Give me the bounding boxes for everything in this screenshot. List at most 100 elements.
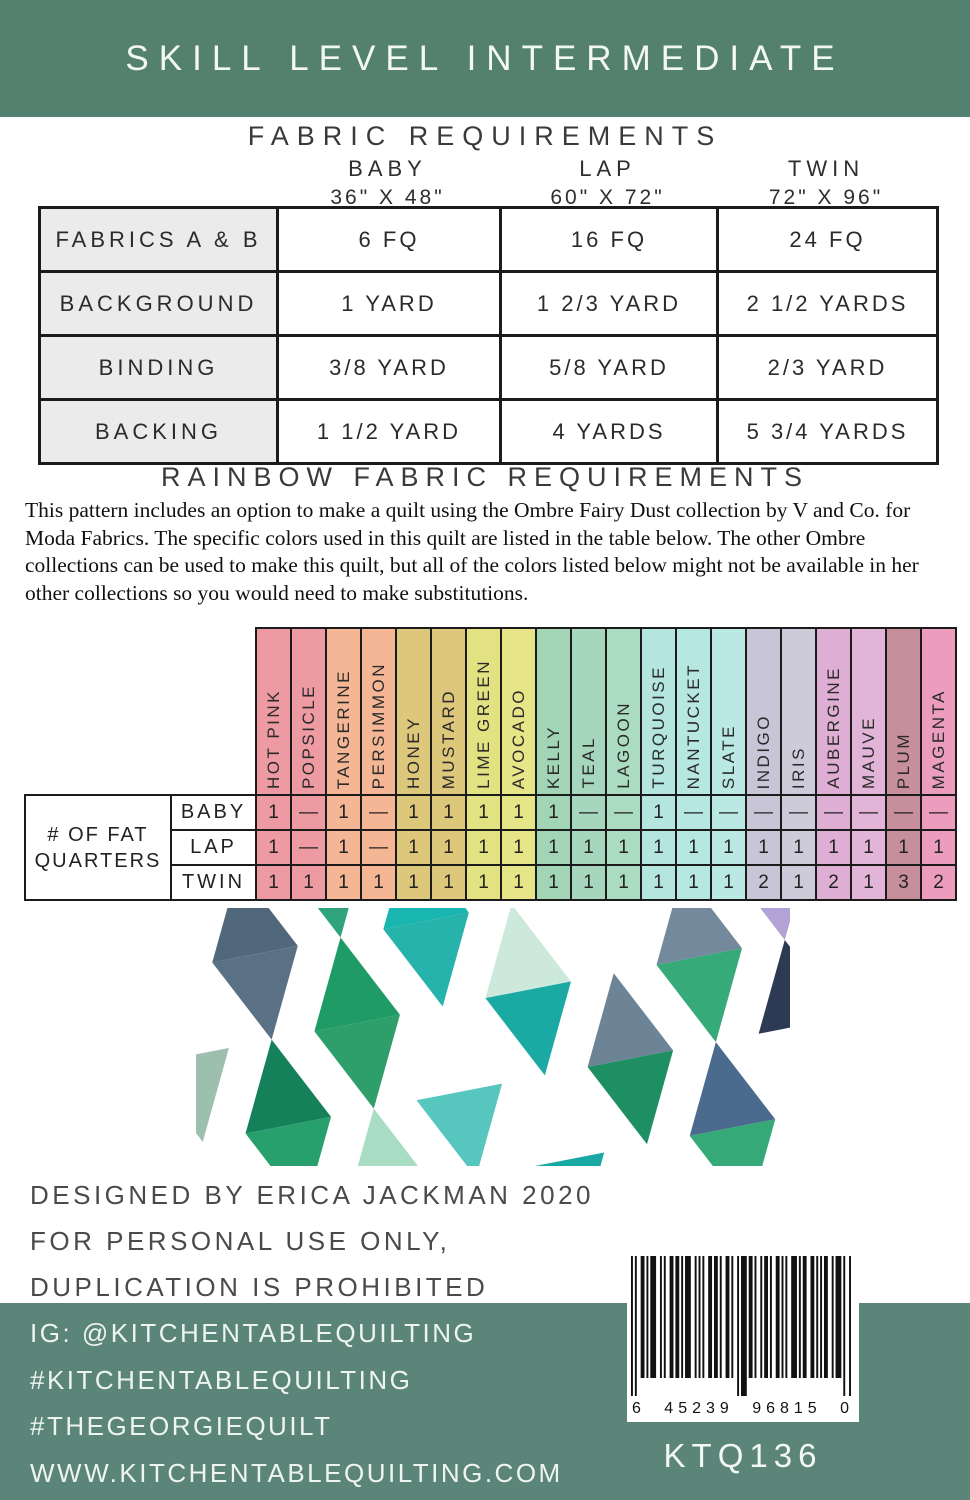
rainbow-value-cell: — [605,794,642,831]
barcode-bar [810,1256,815,1378]
barcode-bars [631,1256,851,1396]
rainbow-value-cell: 1 [325,794,362,831]
fabric-cell: 5 3/4 YARDS [716,398,939,465]
rainbow-value-cell: 1 [885,829,922,866]
rainbow-value-cell: 1 [815,829,852,866]
quilt-triangle [245,1039,332,1134]
rainbow-value-cell: 1 [570,829,607,866]
fabric-table-row: BACKGROUND 1 YARD 1 2/3 YARD 2 1/2 YARDS [38,270,939,337]
fabric-row-label: BACKGROUND [38,270,279,337]
size-dims: 36" X 48" [330,186,445,209]
rainbow-color-header: HONEY [395,627,432,796]
rainbow-value-cell: 1 [500,829,537,866]
rainbow-value-cell: — [710,794,747,831]
rainbow-color-header: KELLY [535,627,572,796]
rainbow-color-header: SLATE [710,627,747,796]
rainbow-color-header: MAUVE [850,627,887,796]
barcode-bar [769,1256,772,1378]
rainbow-value-cell: 1 [640,864,677,901]
rainbow-color-header: PERSIMMON [360,627,397,796]
barcode-bar [835,1256,842,1378]
rainbow-value-cell: 1 [710,829,747,866]
size-header-baby: BABY 36" X 48" [276,156,499,210]
rainbow-value-cell: 1 [255,864,292,901]
size-name: TWIN [787,156,865,181]
size-header-lap: LAP 60" X 72" [499,156,716,210]
rainbow-data-row: LAP 1—1—1 1 1 1 1 1 1 1 1 1 1 1 1 1 1 1 [25,829,957,866]
quilt-triangle [758,939,790,1034]
rainbow-value-cell: — [290,794,327,831]
barcode-digit-group: 0 [840,1400,854,1417]
barcode-bar [775,1256,780,1378]
barcode-bar [748,1256,753,1378]
rainbow-value-cell: 1 [395,864,432,901]
barcode-bar [685,1256,691,1378]
quilt-triangle [212,945,298,1040]
rainbow-value-cell: 1 [710,864,747,901]
quilt-photo [196,908,790,1166]
size-name: LAP [579,156,636,181]
quilt-triangle [416,1083,503,1166]
rainbow-value-cell: 1 [465,829,502,866]
quilt-triangle [587,1050,674,1145]
footer-social-links: IG: @KITCHENTABLEQUILTING #KITCHENTABLEQ… [0,1303,970,1496]
rainbow-value-cell: 1 [780,829,817,866]
barcode-bar [698,1256,701,1378]
quilt-triangle [314,937,400,1032]
barcode-bar [634,1256,637,1396]
rainbow-header-row: HOT PINK POPSICLE TANGERINE PERSIMMON HONEY M… [25,627,957,796]
rainbow-color-name: TURQUOISE [648,665,668,789]
barcode-bar [669,1256,674,1378]
rainbow-color-header: LIME GREEN [465,627,502,796]
rainbow-value-cell: 1 [605,864,642,901]
rainbow-value-cell: 1 [920,829,957,866]
size-name: BABY [348,156,427,181]
rainbow-value-cell: 1 [850,829,887,866]
rainbow-value-cell: 1 [430,794,467,831]
barcode-bar [760,1256,763,1378]
rainbow-value-cell: 1 [675,829,712,866]
rainbow-value-cell: — [920,794,957,831]
fabric-table-row: BINDING 3/8 YARD 5/8 YARD 2/3 YARD [38,334,939,401]
barcode-bar [802,1256,807,1378]
fabric-cell: 1 YARD [276,270,502,337]
barcode-bar [741,1256,747,1396]
rainbow-paragraph: This pattern includes an option to make … [25,498,919,605]
rainbow-color-header: NANTUCKET [675,627,712,796]
rainbow-color-name: LAGOON [613,701,633,789]
rainbow-value-cell: — [850,794,887,831]
rainbow-value-cell: — [360,794,397,831]
fabric-cell: 6 FQ [276,206,502,273]
rainbow-value-cell: — [360,829,397,866]
quilt-triangle [656,948,743,1043]
barcode-digit-group: 45239 [664,1400,734,1417]
quilt-triangle [314,1014,400,1109]
barcode-bar [650,1256,657,1378]
size-header-twin: TWIN 72" X 96" [716,156,936,210]
barcode-bar [731,1256,734,1378]
sku-code: KTQ136 [663,1437,823,1474]
fabric-row-label: BINDING [38,334,279,401]
rainbow-value-cell: 1 [570,864,607,901]
barcode-bar [702,1256,705,1378]
barcode-bar [640,1256,645,1378]
hashtag-kitchentablequilting: #KITCHENTABLEQUILTING [30,1364,413,1395]
hashtag-thegeorgiequilt: #THEGEORGIEQUILT [30,1411,333,1441]
size-dims: 60" X 72" [550,186,665,209]
rainbow-value-cell: 1 [395,829,432,866]
barcode-bar [713,1256,718,1378]
rainbow-color-header: INDIGO [745,627,782,796]
quilt-triangle [196,1047,229,1142]
barcode-bar [831,1256,834,1378]
rainbow-value-cell: 1 [605,829,642,866]
quilt-triangles [196,908,790,1166]
rainbow-color-name: TANGERINE [333,668,353,789]
barcode-bar [708,1256,713,1378]
rainbow-value-cell: — [885,794,922,831]
rainbow-value-cell: 1 [780,864,817,901]
quilt-triangle [587,973,674,1068]
barcode-bar [820,1256,823,1378]
rainbow-row-label: TWIN [170,864,257,901]
rainbow-value-cell: 1 [465,864,502,901]
